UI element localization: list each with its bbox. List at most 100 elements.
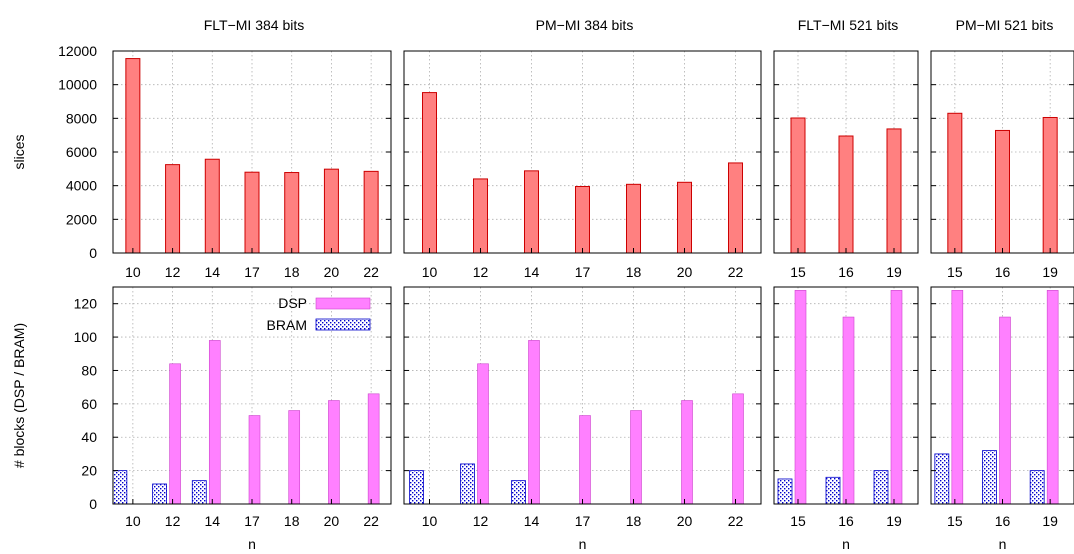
slices-bar (363, 170, 379, 254)
slices-bar (204, 158, 220, 254)
x-axis-label: n (842, 536, 850, 552)
dsp-bar (328, 400, 340, 505)
x-tick-label-top: 22 (728, 264, 744, 280)
x-tick-label-top: 10 (125, 264, 141, 280)
x-tick-label-top: 16 (838, 264, 854, 280)
slices-bar (244, 171, 260, 254)
y-tick-label-bottom: 80 (81, 362, 97, 378)
slices-bar (284, 172, 300, 254)
x-axis-label: n (248, 536, 256, 552)
x-tick-label-top: 19 (1042, 264, 1058, 280)
dsp-bar (999, 316, 1011, 505)
dsp-bar (208, 340, 221, 505)
panel-title: PM−MI 521 bits (956, 17, 1054, 33)
bram-bar (409, 470, 424, 505)
x-tick-label-top: 17 (575, 264, 591, 280)
bram-bar (191, 480, 207, 505)
slices-bar (790, 117, 806, 254)
bram-bar (777, 478, 793, 505)
panel-title: FLT−MI 521 bits (798, 17, 899, 33)
slices-bar (165, 164, 181, 254)
y-tick-label-bottom: 20 (81, 463, 97, 479)
x-tick-label-top: 14 (524, 264, 540, 280)
dsp-bar (630, 410, 642, 505)
x-tick-label-bottom: 10 (422, 513, 438, 529)
x-tick-label-bottom: 17 (575, 513, 591, 529)
panel-title: FLT−MI 384 bits (204, 17, 305, 33)
y-tick-label-top: 6000 (66, 144, 97, 160)
legend-bram-label: BRAM (267, 317, 307, 333)
slices-bar (422, 92, 437, 254)
slices-bar (677, 181, 692, 254)
dsp-bar (367, 393, 380, 505)
x-tick-label-top: 16 (995, 264, 1011, 280)
y-tick-label-top: 0 (89, 245, 97, 261)
legend-bram-swatch (315, 318, 371, 331)
dsp-bar (794, 290, 807, 505)
x-tick-label-bottom: 16 (995, 513, 1011, 529)
bram-bar (511, 480, 526, 505)
x-tick-label-bottom: 15 (947, 513, 963, 529)
slices-bar (125, 58, 141, 254)
x-tick-label-top: 14 (204, 264, 220, 280)
x-tick-label-top: 20 (324, 264, 340, 280)
dsp-bar (1046, 290, 1059, 505)
x-tick-label-bottom: 19 (1042, 513, 1058, 529)
x-tick-label-top: 18 (284, 264, 300, 280)
slices-bar (575, 186, 590, 254)
x-tick-label-top: 17 (244, 264, 260, 280)
x-tick-label-top: 22 (363, 264, 379, 280)
x-tick-label-top: 15 (790, 264, 806, 280)
slices-bar (524, 170, 539, 254)
y-tick-label-bottom: 0 (89, 496, 97, 512)
y-tick-label-bottom: 60 (81, 396, 97, 412)
y-tick-label-top: 4000 (66, 178, 97, 194)
bram-bar (934, 453, 950, 505)
bram-bar (873, 470, 889, 505)
dsp-bar (681, 400, 693, 505)
x-tick-label-bottom: 18 (284, 513, 300, 529)
x-tick-label-top: 12 (165, 264, 181, 280)
y-tick-label-top: 12000 (58, 43, 97, 59)
x-tick-label-top: 12 (473, 264, 489, 280)
y-tick-label-bottom: 120 (74, 296, 98, 312)
slices-bar (947, 112, 963, 254)
y-axis-label-bottom: # blocks (DSP / BRAM) (11, 323, 27, 468)
bram-bar (460, 463, 475, 505)
y-tick-label-top: 8000 (66, 110, 97, 126)
dsp-bar (951, 290, 964, 505)
x-tick-label-top: 15 (947, 264, 963, 280)
dsp-bar (169, 363, 181, 505)
x-tick-label-bottom: 16 (838, 513, 854, 529)
slices-bar (728, 162, 743, 254)
slices-bar (995, 129, 1010, 254)
x-axis-label: n (579, 536, 587, 552)
slices-bar (1042, 116, 1058, 254)
y-axis-label-top: slices (11, 134, 27, 169)
dsp-bar (732, 393, 744, 505)
x-tick-label-top: 18 (626, 264, 642, 280)
x-tick-label-top: 20 (677, 264, 693, 280)
slices-bar (838, 135, 854, 254)
bram-bar (152, 483, 167, 505)
x-tick-label-top: 10 (422, 264, 438, 280)
dsp-bar (288, 410, 301, 505)
slices-bar (323, 168, 339, 254)
dsp-bar (248, 415, 261, 505)
x-tick-label-bottom: 17 (244, 513, 260, 529)
x-tick-label-bottom: 12 (165, 513, 181, 529)
slices-bar (626, 183, 641, 254)
dsp-bar (890, 290, 903, 505)
legend-dsp-swatch (315, 297, 371, 310)
dsp-bar (528, 340, 540, 505)
slices-bar (886, 128, 902, 254)
dsp-bar (842, 316, 855, 505)
bram-bar (112, 470, 128, 505)
x-tick-label-bottom: 19 (886, 513, 902, 529)
bram-bar (1029, 470, 1045, 505)
bram-bar (825, 476, 841, 505)
x-tick-label-bottom: 20 (324, 513, 340, 529)
y-tick-label-top: 2000 (66, 211, 97, 227)
x-tick-label-top: 19 (886, 264, 902, 280)
